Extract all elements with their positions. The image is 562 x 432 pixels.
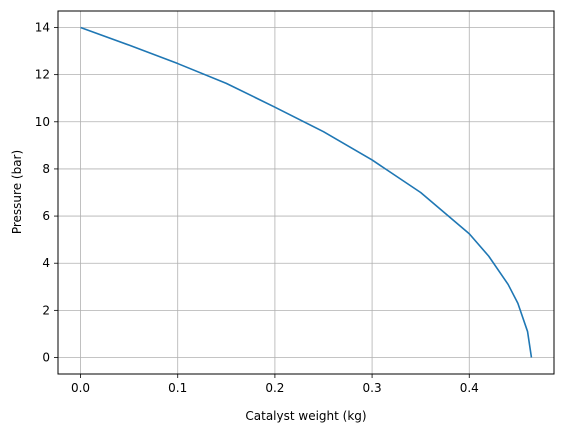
series-layer <box>80 26 533 358</box>
y-tick-label: 4 <box>42 256 50 270</box>
x-axis-label: Catalyst weight (kg) <box>245 409 366 423</box>
x-tick-label: 0.3 <box>363 381 382 395</box>
ticks: 0.0 0.1 0.2 0.3 0.4 0 2 4 6 8 10 12 14 <box>35 21 479 396</box>
y-tick-label: 6 <box>42 209 50 223</box>
y-tick-label: 10 <box>35 115 50 129</box>
y-tick-label: 2 <box>42 303 50 317</box>
y-axis-label: Pressure (bar) <box>10 150 24 234</box>
grid <box>58 11 554 374</box>
x-tick-label: 0.2 <box>265 381 284 395</box>
x-tick-label: 0.0 <box>71 381 90 395</box>
plot-area <box>58 11 554 374</box>
axes-frame <box>57 10 555 375</box>
y-tick-label: 12 <box>35 68 50 82</box>
y-tick-label: 0 <box>42 351 50 365</box>
y-tick-label: 14 <box>35 21 50 35</box>
y-tick-label: 8 <box>42 162 50 176</box>
x-tick-label: 0.4 <box>460 381 479 395</box>
x-tick-label: 0.1 <box>168 381 187 395</box>
series-line <box>80 26 533 358</box>
